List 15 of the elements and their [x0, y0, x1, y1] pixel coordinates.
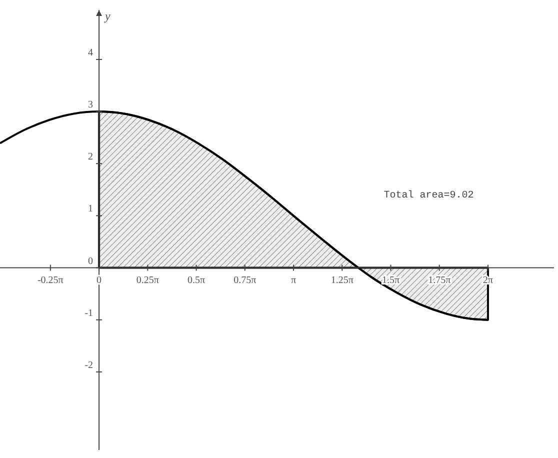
- x-tick-label: 0.5π: [187, 274, 206, 286]
- annotation: Total area=9.02: [384, 189, 474, 202]
- x-tick-label: π: [290, 274, 296, 286]
- y-tick-label: 4: [88, 47, 94, 58]
- x-tick-label: 0.75π: [234, 274, 256, 286]
- x-tick-label: 0.25π: [136, 274, 159, 286]
- y-tick-label: 3: [88, 100, 94, 111]
- y-tick-label: 1: [88, 204, 94, 215]
- x-tick-label: -0.25π: [37, 274, 64, 286]
- y-axis-title: y: [104, 9, 112, 23]
- y-tick-label: -1: [84, 308, 94, 319]
- y-tick-label: 2: [88, 152, 94, 163]
- y-tick-label: 0: [88, 256, 94, 267]
- x-tick-label: 1.25π: [330, 274, 354, 286]
- y-tick-label: -2: [84, 360, 94, 371]
